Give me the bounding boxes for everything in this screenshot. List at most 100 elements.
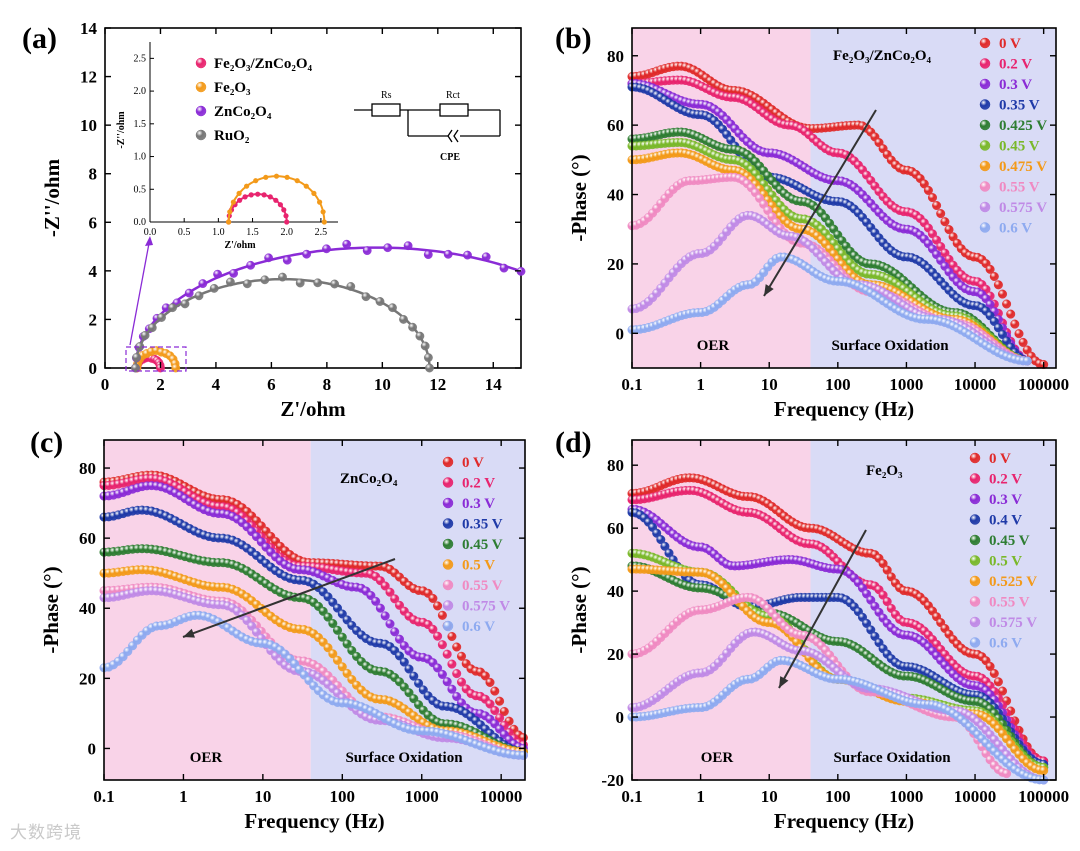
watermark: 大数跨境 [10,823,82,843]
y-tick-label: 6 [89,213,98,232]
legend-marker [969,555,981,566]
data-point [347,646,357,656]
legend-marker [979,222,991,233]
legend-marker [969,616,981,628]
y-tick-label: 20 [607,645,624,664]
data-point [194,291,204,301]
data-point [452,669,462,679]
data-point [447,659,457,669]
cpe-element [447,129,453,143]
inset-x-tick-label: 0.0 [144,227,157,238]
data-point [264,253,273,263]
inset-y-tick-label: 1.0 [134,152,147,163]
y-tick-label: 14 [80,19,98,38]
data-point [425,363,434,373]
legend-entry: 0.575 V [999,200,1047,216]
plot-frame [103,439,526,781]
data-point [442,677,452,687]
data-point [1002,299,1012,309]
data-point [1006,309,1016,319]
data-point [371,596,381,606]
inset-data-point [281,207,287,213]
data-point [490,686,500,696]
legend-marker [442,477,454,488]
x-tick-label: 100 [825,375,851,394]
inset-x-tick-label: 2.0 [280,227,293,238]
data-point [323,643,333,653]
data-point [366,591,376,601]
data-point [882,597,892,607]
panel-label: (a) [22,22,57,55]
legend-marker [195,105,207,117]
inset-data-point [283,213,289,219]
data-point [423,353,433,362]
trend-arrow-head [764,284,774,296]
inset-data-point [248,192,254,198]
legend-entry: 0.4 V [989,513,1022,529]
legend-marker [442,538,454,550]
data-point [322,244,331,254]
data-point [418,685,428,695]
data-point [383,243,393,253]
data-point [342,639,352,649]
data-point [415,331,425,341]
data-point [260,275,270,285]
data-point [993,323,1003,333]
x-tick-label: 0.1 [621,375,642,394]
inset-x-tick-label: 1.0 [212,227,225,238]
data-point [342,239,352,249]
data-point [437,610,447,620]
data-point [499,707,509,717]
data-point [375,603,385,613]
legend-entry: 0.45 V [462,537,503,553]
legend-entry: Fe₂O₃/ZnCo₂O₄ [214,56,312,72]
legend-entry: 0.35 V [999,98,1040,114]
data-point [944,225,954,235]
oer-label: OER [697,338,730,354]
data-point [660,541,670,551]
data-point [251,627,261,637]
legend-entry: 0.6 V [989,636,1022,652]
y-tick-label: 80 [607,456,624,475]
data-point [428,624,438,634]
data-point [323,612,333,622]
plot-frame [631,27,1057,369]
y-axis-label: -Z''/ohm [40,158,64,237]
legend-entry: 0.3 V [989,492,1022,508]
inset-data-point [294,178,300,184]
y-tick-label: 20 [79,669,96,688]
data-point [928,229,938,239]
data-point [433,601,443,611]
data-point [862,589,872,599]
x-axis-label: Frequency (Hz) [244,809,384,833]
x-tick-label: 10 [761,787,778,806]
data-point [1039,766,1049,776]
legend-entry: 0.2 V [462,476,495,492]
data-point [998,330,1008,340]
data-point [428,593,438,603]
data-point [328,619,338,629]
inset-data-point [273,197,279,203]
legend-entry: 0.2 V [999,57,1032,73]
data-point [457,677,467,687]
data-point [198,279,208,288]
x-tick-label: 10000 [954,787,997,806]
data-point [495,696,505,706]
y-tick-label: -20 [601,771,624,790]
legend-marker [979,119,991,131]
data-point [380,611,390,621]
data-point [447,632,457,642]
data-point [919,179,929,189]
inset-data-point [311,190,317,196]
trend-arrow [182,558,396,638]
data-point [490,706,500,716]
data-point [247,621,257,631]
data-point [295,278,305,288]
data-point [318,606,328,616]
legend-marker [969,473,981,484]
data-point [457,651,467,661]
data-point [936,242,946,252]
zoom-arrow [129,237,151,346]
x-tick-label: 1 [696,787,705,806]
